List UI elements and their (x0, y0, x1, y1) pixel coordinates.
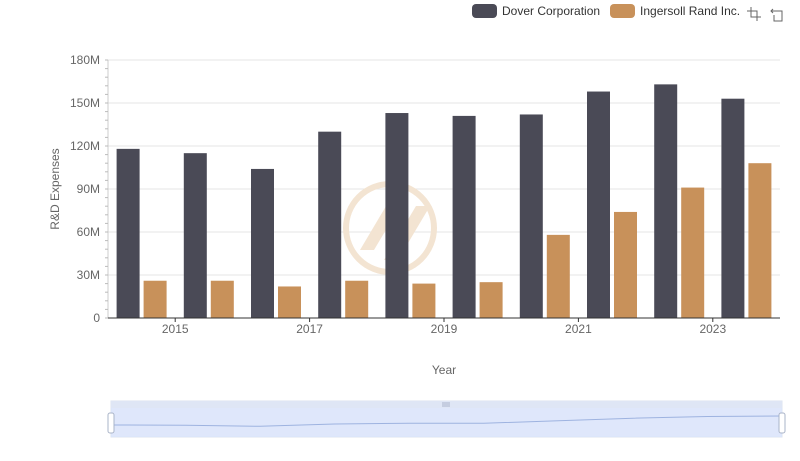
zoom-icon[interactable] (746, 6, 762, 22)
bar-ingersoll-2016[interactable] (278, 286, 301, 318)
legend-label: Ingersoll Rand Inc. (640, 4, 741, 18)
zoom-handle-left[interactable] (107, 412, 115, 434)
bar-dover-2022[interactable] (654, 84, 678, 318)
y-tick-label: 30M (77, 268, 100, 282)
legend-item-ingersoll[interactable]: Ingersoll Rand Inc. (610, 4, 740, 18)
toolbox (746, 6, 786, 22)
grid-lines (108, 59, 780, 319)
zoom-preview-line (110, 415, 783, 427)
bars (116, 84, 772, 319)
y-axis: 0 30M 60M 90M 120M 150M 180M (70, 53, 109, 325)
bar-dover-2016[interactable] (251, 168, 274, 318)
bar-dover-2015[interactable] (183, 153, 207, 318)
bar-ingersoll-2019[interactable] (479, 282, 503, 318)
y-tick-label: 120M (70, 139, 100, 153)
y-tick-label: 0 (93, 311, 100, 325)
legend-item-dover[interactable]: Dover Corporation (472, 4, 600, 18)
bar-dover-2023[interactable] (721, 98, 745, 318)
x-tick-label: 2015 (162, 322, 189, 336)
bar-ingersoll-2020[interactable] (546, 234, 570, 318)
bar-dover-2020[interactable] (519, 114, 543, 318)
y-tick-label: 90M (77, 182, 100, 196)
bar-ingersoll-2022[interactable] (681, 187, 705, 318)
bar-ingersoll-2023[interactable] (748, 163, 772, 318)
bar-ingersoll-2015[interactable] (210, 280, 234, 318)
bar-ingersoll-2018[interactable] (412, 283, 436, 318)
zoom-handle-right[interactable] (778, 412, 786, 434)
legend-swatch (472, 4, 497, 18)
x-axis: 2015 2017 2019 2021 2023 (108, 317, 780, 336)
y-axis-label: R&D Expenses (48, 148, 62, 229)
x-axis-label: Year (432, 363, 456, 377)
y-tick-label: 150M (70, 96, 100, 110)
restore-icon[interactable] (770, 6, 786, 22)
y-tick-label: 180M (70, 53, 100, 67)
legend-label: Dover Corporation (502, 4, 601, 18)
zoom-drag-grip[interactable] (442, 402, 450, 407)
y-tick-label: 60M (77, 225, 100, 239)
data-zoom-slider[interactable] (107, 400, 786, 438)
bar-dover-2019[interactable] (452, 115, 476, 319)
x-tick-label: 2019 (431, 322, 458, 336)
legend: Dover Corporation Ingersoll Rand Inc. (472, 4, 750, 18)
x-tick-label: 2017 (296, 322, 323, 336)
bar-ingersoll-2021[interactable] (614, 211, 637, 318)
zoom-selection[interactable] (111, 408, 782, 437)
bar-dover-2014[interactable] (116, 148, 140, 318)
bar-dover-2017[interactable] (318, 131, 342, 318)
x-tick-label: 2023 (699, 322, 726, 336)
bar-dover-2021[interactable] (587, 91, 610, 319)
x-tick-label: 2021 (565, 322, 592, 336)
bar-ingersoll-2014[interactable] (143, 280, 167, 318)
bar-ingersoll-2017[interactable] (345, 280, 369, 318)
legend-swatch (610, 4, 636, 18)
bar-dover-2018[interactable] (385, 113, 409, 319)
